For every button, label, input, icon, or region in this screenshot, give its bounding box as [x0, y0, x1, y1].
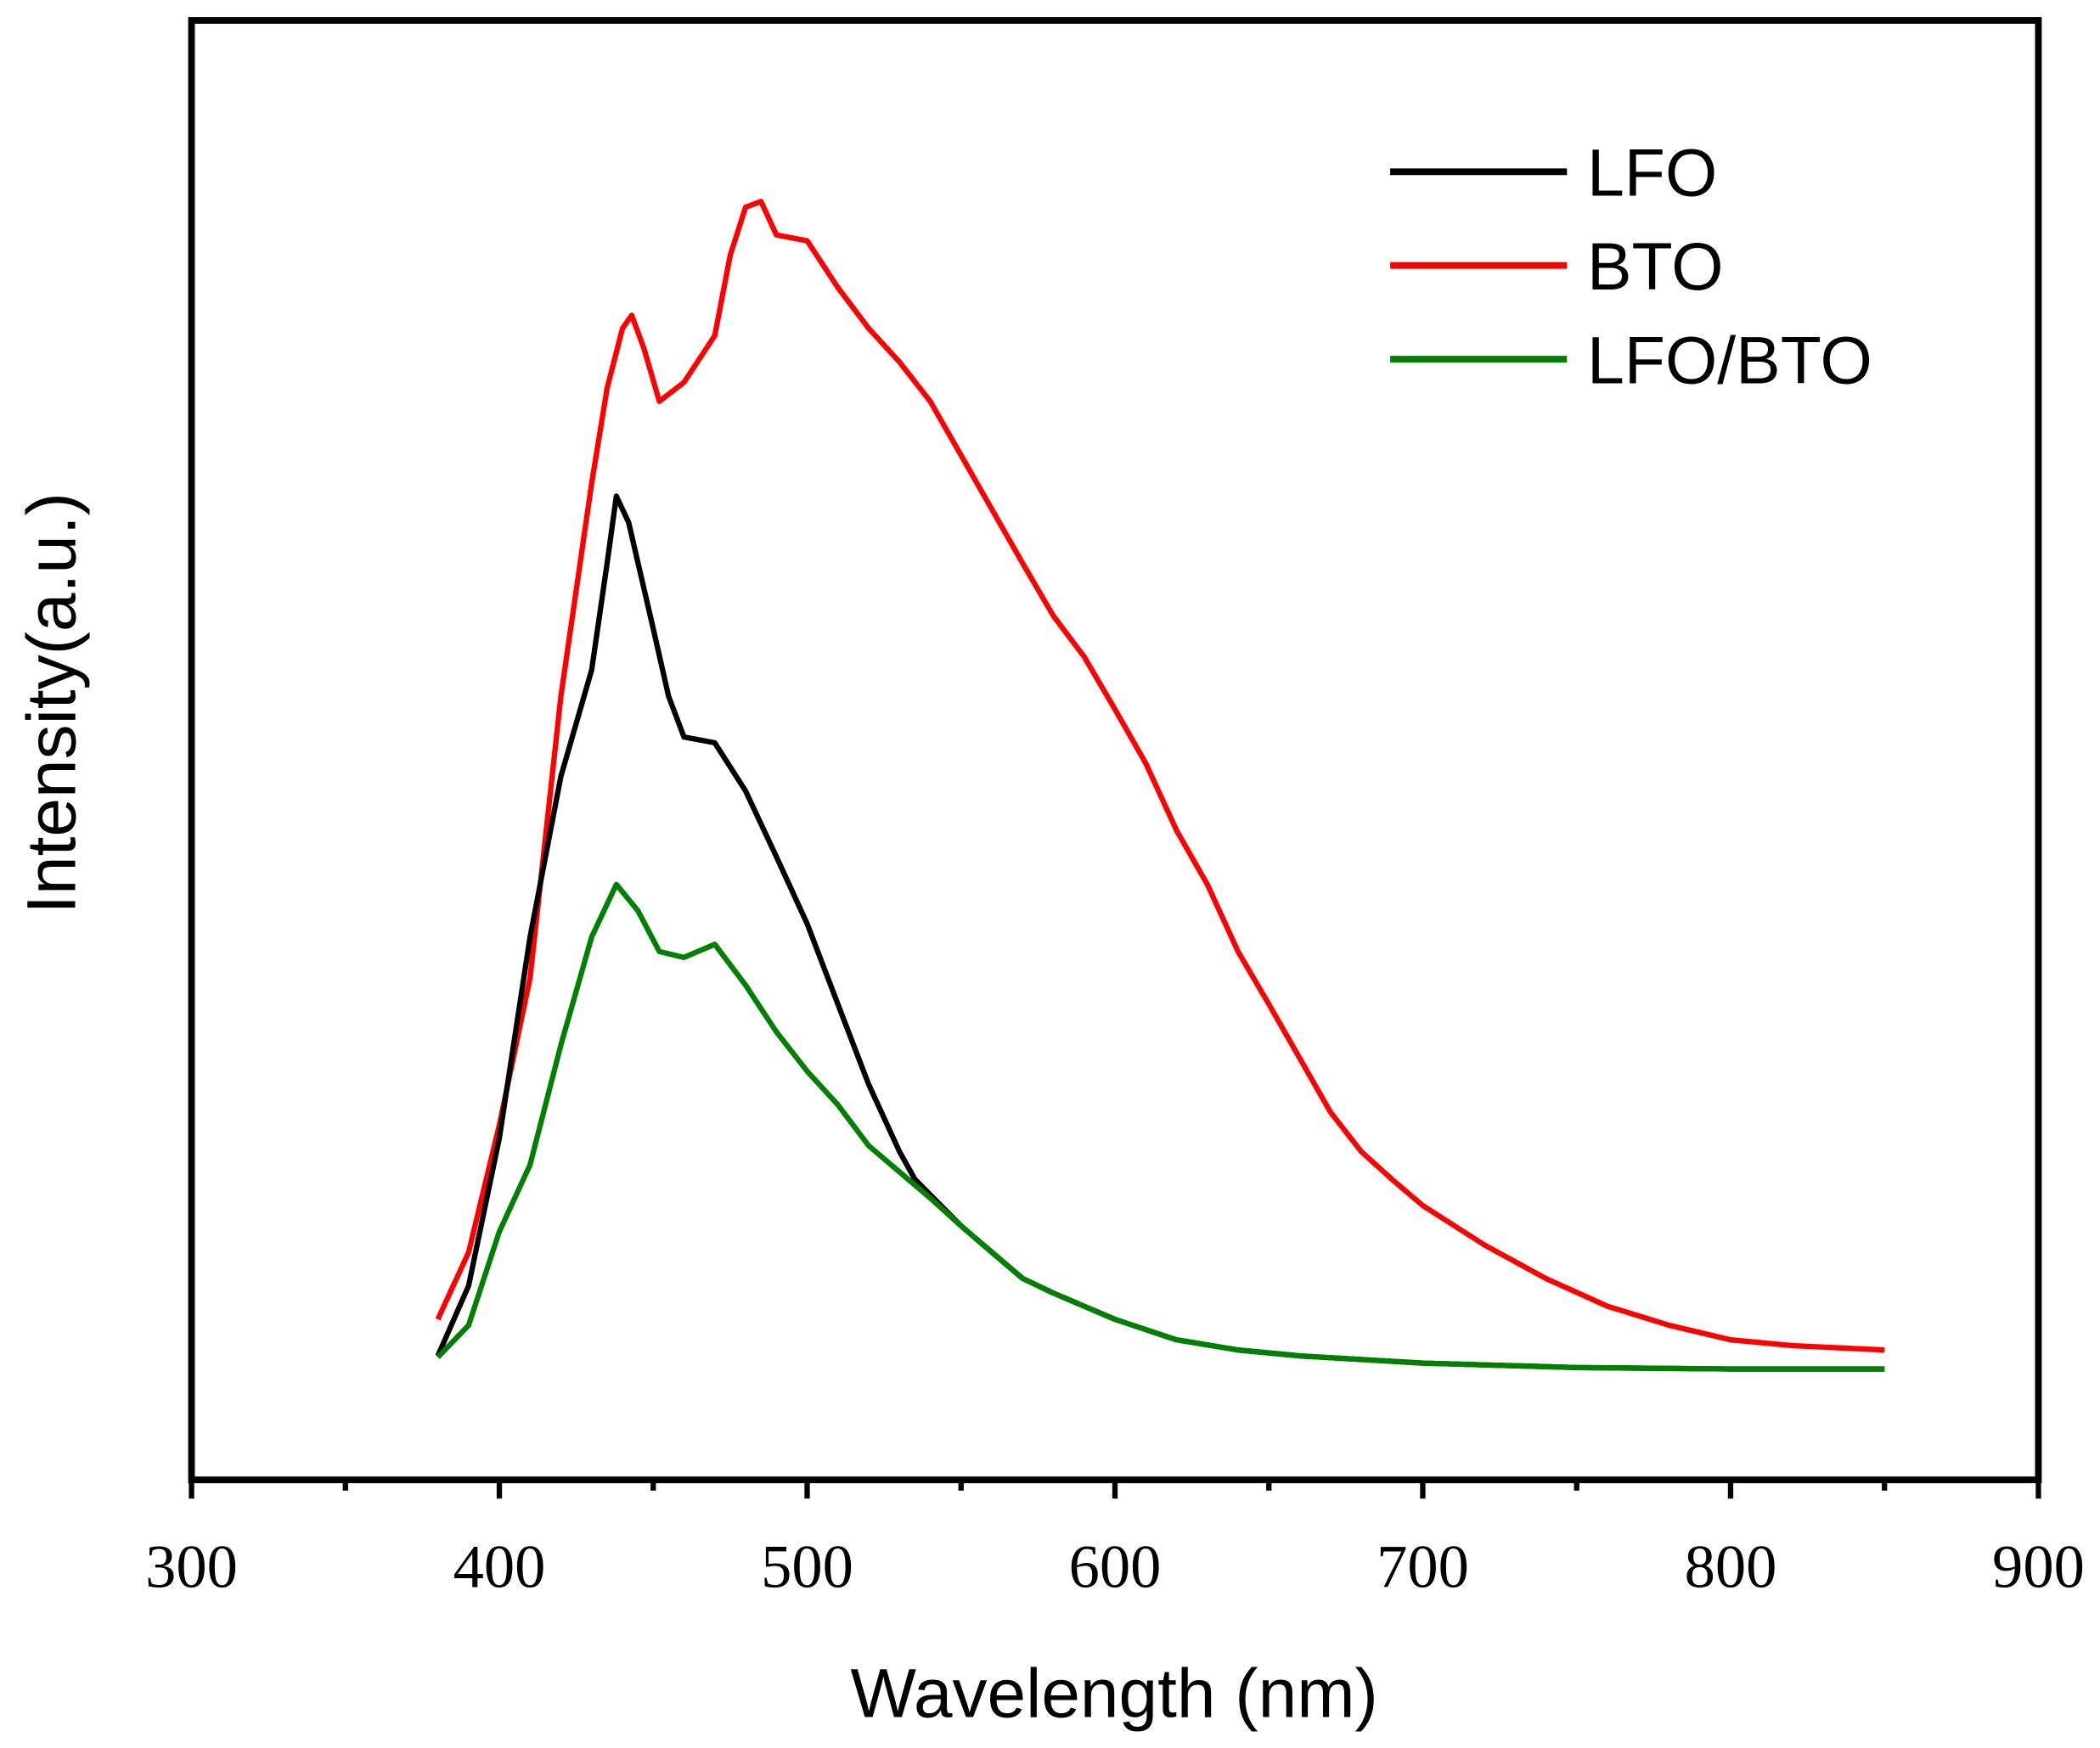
x-tick-label: 600: [1069, 1532, 1162, 1600]
legend-label: BTO: [1587, 229, 1724, 304]
plot-frame: [188, 17, 2042, 1484]
series-line-lfo-bto: [436, 881, 1885, 1372]
x-tick-label: 800: [1685, 1532, 1777, 1600]
legend-label: LFO/BTO: [1587, 323, 1872, 397]
x-tick-label: 700: [1377, 1532, 1469, 1600]
x-axis-title: Wavelength (nm): [851, 1655, 1378, 1732]
x-axis-ticks: [189, 1480, 2041, 1499]
x-tick-label: 300: [145, 1532, 238, 1600]
legend: LFO BTO LFO/BTO: [1390, 136, 1872, 397]
series-lines: [435, 199, 1885, 1372]
series-line-bto: [435, 199, 1885, 1353]
x-axis-tick-labels: 300 400 500 600 700 800 900: [145, 1532, 2085, 1600]
x-tick-label: 400: [453, 1532, 546, 1600]
y-axis-title: Intensity(a.u.): [13, 492, 90, 914]
legend-label: LFO: [1587, 136, 1717, 211]
x-tick-label: 900: [1992, 1532, 2085, 1600]
series-line-lfo: [435, 493, 1885, 1372]
x-tick-label: 500: [761, 1532, 853, 1600]
